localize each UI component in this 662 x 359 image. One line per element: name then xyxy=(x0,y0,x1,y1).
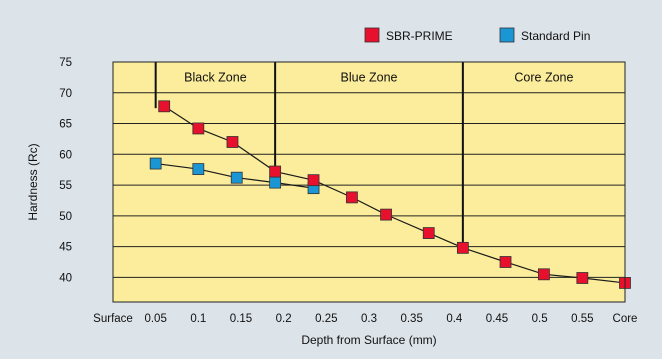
data-point xyxy=(380,208,392,221)
data-point xyxy=(269,176,282,189)
y-tick-label: 70 xyxy=(59,88,72,100)
zone-annotations: Black Zone Blue Zone Core Zone xyxy=(154,62,574,246)
zone-label: Blue Zone xyxy=(341,70,398,84)
y-tick-label: 75 xyxy=(59,57,72,69)
data-point xyxy=(422,227,435,239)
y-axis-title: Hardness (Rc) xyxy=(26,143,40,220)
zone-label: Black Zone xyxy=(184,70,247,84)
zone-label: Core Zone xyxy=(514,70,573,84)
x-axis-title: Depth from Surface (mm) xyxy=(301,333,436,347)
data-point xyxy=(149,157,162,170)
series-layer xyxy=(149,100,631,289)
x-tick-label: 0.35 xyxy=(400,313,422,325)
x-axis-ticks: Surface 0.05 0.1 0.15 0.2 0.25 0.3 0.35 0.4 0.45 0… xyxy=(93,313,637,325)
legend-label: SBR-PRIME xyxy=(386,29,453,43)
x-tick-label: 0.4 xyxy=(446,313,463,325)
data-point xyxy=(576,272,589,284)
plot-frame xyxy=(112,61,626,303)
x-tick-label: Surface xyxy=(93,313,133,325)
y-tick-label: 55 xyxy=(59,180,72,192)
plot-area xyxy=(113,62,625,302)
data-point xyxy=(269,165,282,178)
data-point xyxy=(192,122,205,135)
data-point xyxy=(307,174,320,187)
data-point xyxy=(158,100,171,113)
x-tick-label: 0.2 xyxy=(276,313,292,325)
legend-swatch xyxy=(499,27,515,43)
data-point xyxy=(226,136,239,148)
x-tick-label: 0.3 xyxy=(361,313,377,325)
data-point xyxy=(456,241,469,254)
x-tick-label: 0.1 xyxy=(190,313,206,325)
x-tick-label: Core xyxy=(613,313,638,325)
y-tick-label: 45 xyxy=(59,242,72,254)
legend-swatch xyxy=(364,27,380,43)
y-tick-label: 65 xyxy=(59,119,72,131)
x-tick-label: 0.15 xyxy=(230,313,252,325)
x-tick-label: 0.05 xyxy=(144,313,166,325)
y-axis-ticks: 40 45 50 55 60 65 70 75 xyxy=(59,57,72,284)
y-tick-label: 60 xyxy=(59,149,72,161)
legend: SBR-PRIME Standard Pin xyxy=(364,27,590,43)
legend-label: Standard Pin xyxy=(521,29,590,43)
data-point xyxy=(192,163,205,175)
x-tick-label: 0.25 xyxy=(315,313,337,325)
y-tick-label: 40 xyxy=(59,272,72,284)
y-tick-label: 50 xyxy=(59,211,72,223)
data-point xyxy=(346,191,358,204)
x-tick-label: 0.45 xyxy=(486,313,508,325)
data-point xyxy=(499,256,512,268)
data-point xyxy=(538,268,550,281)
x-tick-label: 0.55 xyxy=(571,313,593,325)
x-tick-label: 0.5 xyxy=(532,313,548,325)
data-point xyxy=(230,171,243,184)
